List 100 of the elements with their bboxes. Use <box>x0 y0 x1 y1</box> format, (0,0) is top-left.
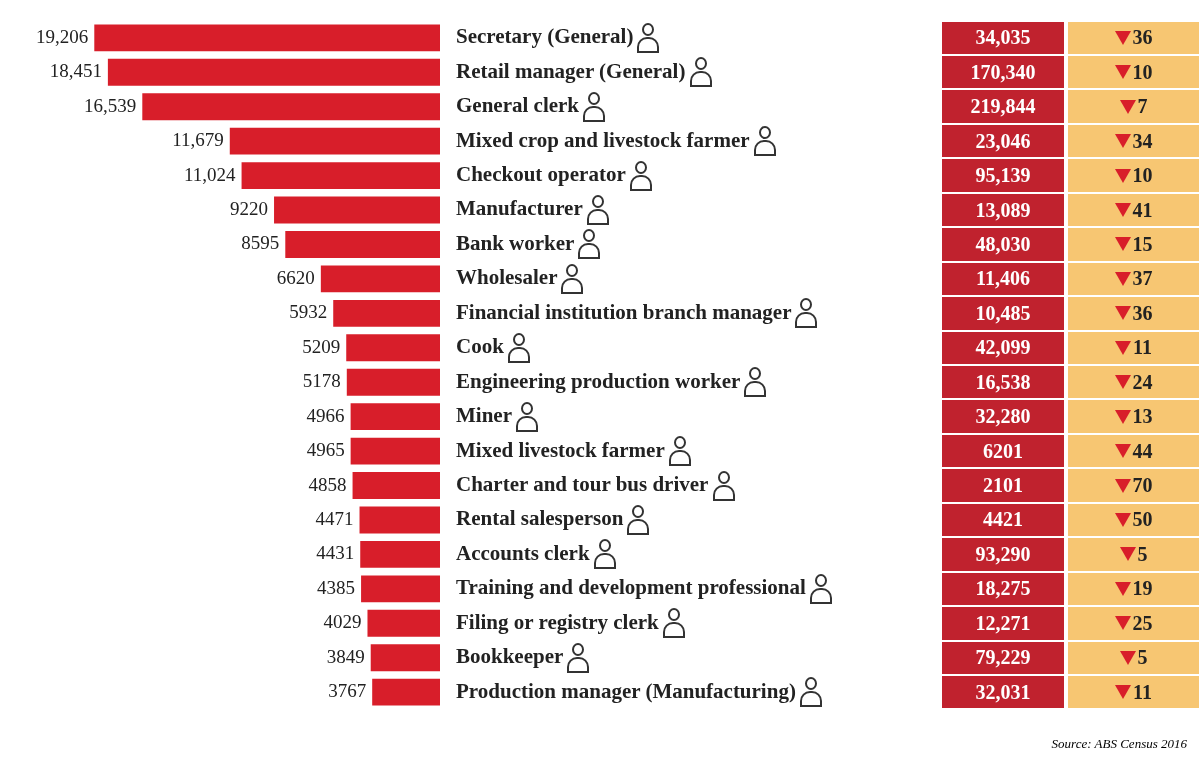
bar <box>352 472 440 499</box>
data-label: 4966 <box>306 404 345 426</box>
data-label: 219,844 <box>970 95 1036 119</box>
bar <box>241 162 440 190</box>
y-tick-label: Mixed livestock farmer <box>456 437 665 462</box>
bar <box>350 403 440 431</box>
data-label: 25 <box>1132 611 1153 635</box>
data-label: 11 <box>1133 336 1152 360</box>
data-label: 50 <box>1132 508 1153 532</box>
data-label: 4385 <box>317 576 356 598</box>
source-note: Source: ABS Census 2016 <box>1051 736 1187 752</box>
data-label: 34 <box>1132 129 1153 153</box>
bar <box>346 368 440 396</box>
data-label: 37 <box>1132 267 1153 291</box>
bar <box>107 58 440 86</box>
y-tick-label: Retail manager (General) <box>456 58 686 83</box>
data-label: 5 <box>1137 646 1148 670</box>
data-label: 3849 <box>326 645 365 667</box>
data-label: 6201 <box>983 439 1023 463</box>
data-label: 10,485 <box>975 301 1031 325</box>
data-label: 10 <box>1132 60 1153 84</box>
data-label: 18,451 <box>49 60 102 82</box>
bar <box>320 265 440 293</box>
data-label: 15 <box>1132 232 1153 256</box>
data-label: 19,206 <box>36 25 89 47</box>
bar <box>285 231 440 258</box>
data-label: 42,099 <box>975 336 1031 360</box>
data-label: 4431 <box>316 542 355 564</box>
data-label: 18,275 <box>975 577 1031 601</box>
bar <box>360 540 440 568</box>
data-label: 11,679 <box>172 129 224 151</box>
bar <box>350 437 440 465</box>
data-label: 12,271 <box>975 611 1031 635</box>
y-tick-label: General clerk <box>456 93 580 118</box>
bar <box>370 644 440 672</box>
data-label: 3767 <box>328 680 367 702</box>
data-label: 95,139 <box>975 164 1031 188</box>
data-label: 16,538 <box>975 370 1031 394</box>
y-tick-label: Mixed crop and livestock farmer <box>456 127 750 152</box>
data-label: 44 <box>1132 439 1153 463</box>
bar <box>346 334 440 362</box>
data-label: 4965 <box>306 439 345 461</box>
data-label: 7 <box>1137 95 1148 119</box>
y-tick-label: Financial institution branch manager <box>456 299 792 324</box>
y-tick-label: Bank worker <box>456 230 575 255</box>
y-tick-label: Accounts clerk <box>456 540 590 565</box>
data-label: 5932 <box>289 301 328 323</box>
data-label: 2101 <box>983 474 1023 498</box>
bar <box>372 678 440 706</box>
data-label: 13,089 <box>975 198 1031 222</box>
data-label: 4421 <box>983 508 1023 532</box>
y-tick-label: Production manager (Manufacturing) <box>456 678 796 703</box>
data-label: 11,024 <box>184 163 237 185</box>
data-label: 5178 <box>302 370 341 392</box>
data-label: 16,539 <box>84 94 137 116</box>
data-label: 11 <box>1133 680 1152 704</box>
data-label: 48,030 <box>975 232 1031 256</box>
data-label: 6620 <box>276 266 315 288</box>
data-label: 11,406 <box>976 267 1030 291</box>
y-tick-label: Rental salesperson <box>456 506 624 531</box>
bar <box>367 609 440 637</box>
data-label: 13 <box>1132 405 1153 429</box>
bar <box>142 93 440 121</box>
data-label: 9220 <box>230 198 269 219</box>
data-label: 4858 <box>308 473 347 495</box>
y-tick-label: Manufacturer <box>456 196 583 221</box>
y-tick-label: Cook <box>456 334 505 359</box>
data-label: 23,046 <box>975 129 1031 153</box>
y-tick-label: Bookkeeper <box>456 644 564 669</box>
data-label: 93,290 <box>975 542 1031 566</box>
data-label: 19 <box>1132 577 1153 601</box>
data-label: 5209 <box>302 335 341 357</box>
bar <box>229 127 440 155</box>
bar <box>274 196 440 224</box>
y-tick-label: Wholesaler <box>456 265 558 290</box>
data-label: 10 <box>1132 164 1153 188</box>
y-tick-label: Secretary (General) <box>456 24 634 49</box>
data-label: 5 <box>1137 542 1148 566</box>
data-label: 32,280 <box>975 405 1031 429</box>
y-tick-label: Engineering production worker <box>456 368 741 393</box>
y-tick-label: Filing or registry clerk <box>456 609 660 634</box>
y-tick-label: Checkout operator <box>456 162 626 186</box>
data-label: 8595 <box>241 232 280 254</box>
data-label: 34,035 <box>975 26 1031 50</box>
data-label: 41 <box>1132 198 1153 222</box>
data-label: 79,229 <box>975 646 1031 670</box>
data-label: 36 <box>1132 26 1153 50</box>
data-label: 70 <box>1132 474 1153 498</box>
bar <box>361 575 440 603</box>
data-label: 4471 <box>315 507 354 529</box>
data-label: 24 <box>1132 370 1153 394</box>
bar <box>333 299 440 327</box>
data-label: 4029 <box>323 611 362 633</box>
bar <box>94 24 440 52</box>
data-label: 170,340 <box>970 60 1036 84</box>
y-tick-label: Training and development professional <box>456 575 807 600</box>
data-label: 32,031 <box>975 680 1031 704</box>
data-label: 36 <box>1132 301 1153 325</box>
y-tick-label: Charter and tour bus driver <box>456 471 709 496</box>
y-tick-label: Miner <box>456 403 512 428</box>
